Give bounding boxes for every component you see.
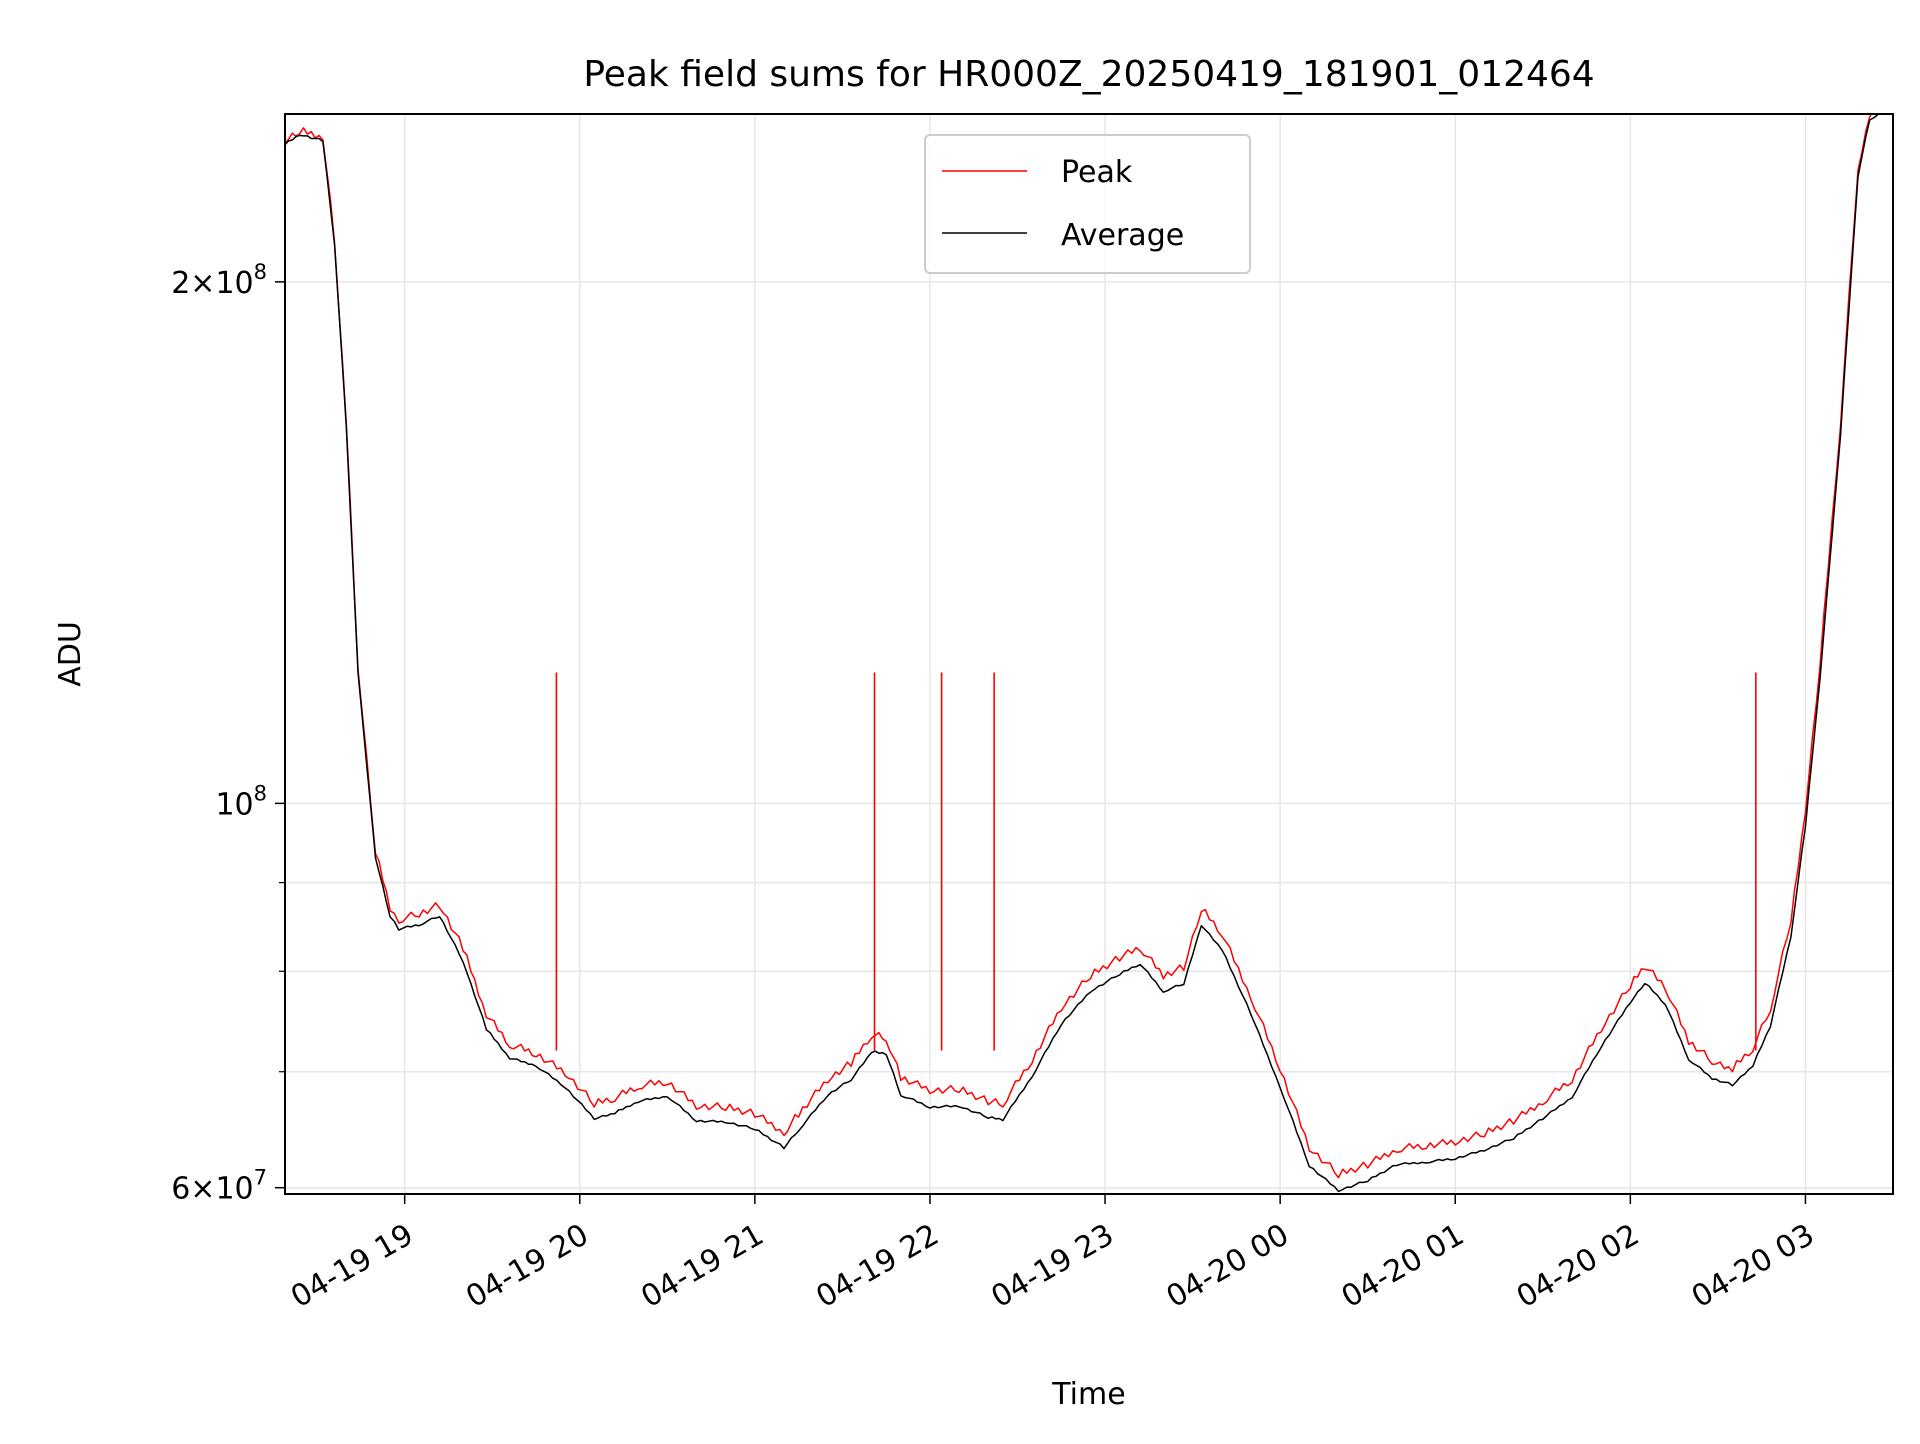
series-average-line xyxy=(285,114,1880,1193)
y-axis-label: ADU xyxy=(53,621,88,687)
grid-lines xyxy=(285,114,1893,1194)
series-layer xyxy=(285,114,1880,1193)
series-peak-line xyxy=(285,114,1873,1179)
x-axis-label: Time xyxy=(1051,1377,1125,1412)
legend[interactable]: Peak Average xyxy=(924,134,1251,274)
y-axis: 6×107 108 2×108 xyxy=(171,260,285,1207)
legend-label-peak: Peak xyxy=(1061,155,1133,190)
y-tick-label: 108 xyxy=(215,781,267,822)
legend-box xyxy=(924,134,1251,274)
y-tick-label: 2×108 xyxy=(171,260,267,301)
y-tick-label: 6×107 xyxy=(171,1166,267,1207)
plot-frame xyxy=(284,113,1894,1195)
series-group xyxy=(285,114,1880,1193)
legend-label-average: Average xyxy=(1061,218,1184,253)
chart-title: Peak field sums for HR000Z_20250419_1819… xyxy=(583,54,1594,95)
